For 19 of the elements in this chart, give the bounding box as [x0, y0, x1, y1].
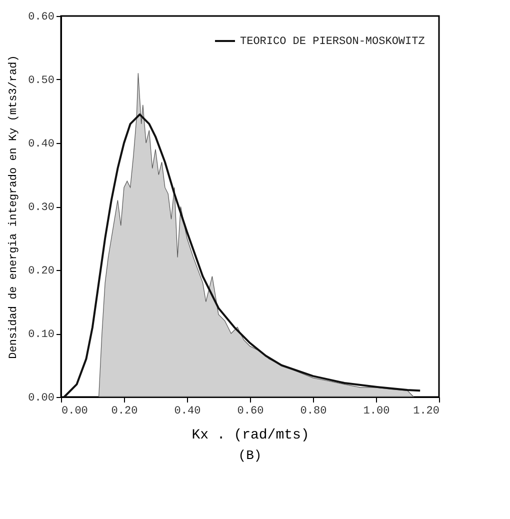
x-axis-title: Kx . (rad/mts) [192, 428, 310, 444]
y-tick-label: 0.00 [28, 392, 54, 404]
x-tick-label: 1.20 [413, 406, 440, 418]
x-tick-label: 0.40 [174, 406, 201, 418]
y-tick-label: 0.50 [28, 75, 54, 87]
x-tick-label: 0.00 [62, 406, 88, 418]
text: (B) [238, 448, 262, 463]
x-tick-label: 1.00 [363, 406, 390, 418]
y-tick-label: 0.10 [28, 329, 54, 341]
y-axis-title: Densidad de energia integrado en Ky (mts3/rad) [8, 55, 20, 359]
y-tick-label: 0.60 [28, 12, 54, 24]
y-tick-label: 0.20 [28, 266, 54, 278]
y-tick-label: 0.40 [28, 138, 54, 150]
x-tick-label: 0.60 [237, 406, 264, 418]
y-tick-label: 0.30 [28, 202, 54, 214]
x-tick-label: 0.80 [300, 406, 327, 418]
legend-label: TEORICO DE PIERSON-MOSKOWITZ [240, 36, 426, 48]
line-series [63, 113, 422, 398]
x-tick-label: 0.20 [111, 406, 138, 418]
